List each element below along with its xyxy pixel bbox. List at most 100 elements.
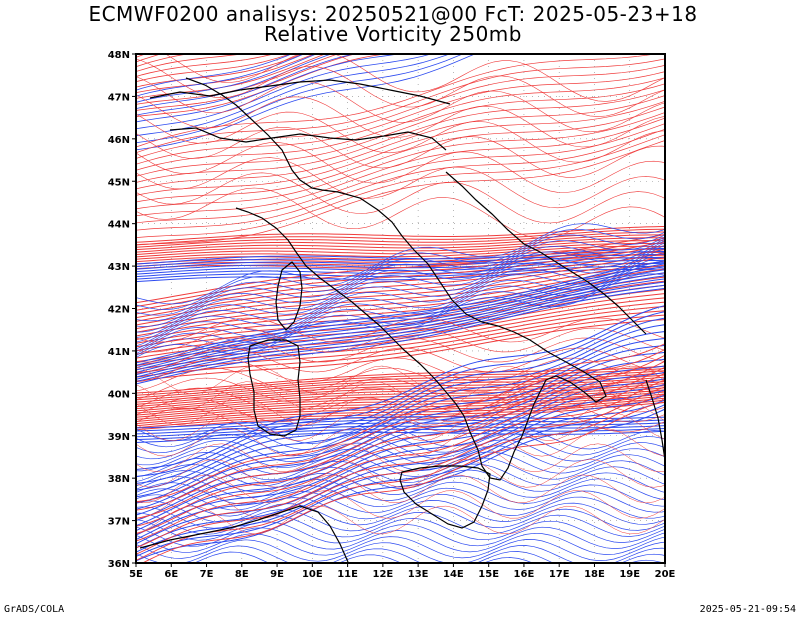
negative-vorticity-contour	[136, 433, 665, 462]
positive-vorticity-contour	[136, 54, 657, 148]
lon-tick-label: 13E	[408, 569, 429, 580]
negative-vorticity-contour	[136, 54, 401, 123]
negative-vorticity-contour	[136, 526, 665, 555]
positive-vorticity-contour	[136, 157, 665, 209]
lon-tick-label: 6E	[164, 569, 178, 580]
positive-vorticity-contour	[136, 459, 665, 488]
lon-tick-label: 20E	[655, 569, 676, 580]
lat-tick-label: 45N	[108, 177, 130, 188]
positive-vorticity-contour	[136, 89, 665, 183]
footer-credit: GrADS/COLA	[4, 604, 65, 615]
negative-vorticity-contour	[136, 223, 665, 305]
negative-vorticity-contour	[136, 371, 665, 532]
lat-tick-label: 44N	[108, 220, 130, 231]
lon-tick-label: 18E	[584, 569, 605, 580]
negative-vorticity-contour	[136, 533, 665, 561]
negative-vorticity-contour	[136, 331, 665, 498]
positive-vorticity-contour	[136, 54, 147, 58]
positive-vorticity-contour	[136, 111, 665, 163]
positive-vorticity-contour	[136, 54, 389, 117]
positive-vorticity-contour	[136, 234, 665, 251]
positive-vorticity-contour	[136, 397, 665, 427]
positive-vorticity-contour	[136, 276, 665, 344]
map-subtitle: Relative Vorticity 250mb	[264, 22, 522, 46]
negative-vorticity-contour	[136, 427, 665, 456]
positive-vorticity-contour	[136, 399, 665, 429]
positive-vorticity-contour	[136, 225, 665, 243]
positive-vorticity-contour	[136, 128, 665, 231]
negative-vorticity-contour	[136, 344, 665, 510]
lon-tick-label: 8E	[235, 569, 249, 580]
negative-vorticity-contour	[136, 512, 665, 543]
positive-vorticity-contour	[136, 347, 665, 373]
negative-vorticity-contour	[136, 251, 665, 268]
positive-vorticity-contour	[136, 490, 665, 519]
positive-vorticity-contour	[136, 327, 665, 353]
negative-vorticity-contour	[136, 54, 305, 97]
positive-vorticity-contour	[136, 395, 665, 425]
positive-vorticity-contour	[136, 252, 665, 322]
north-border	[149, 79, 451, 105]
negative-vorticity-contour	[136, 430, 665, 444]
positive-vorticity-contour	[136, 389, 665, 418]
positive-vorticity-contour	[136, 337, 665, 363]
positive-vorticity-contour	[136, 112, 665, 210]
lon-tick-label: 19E	[619, 569, 640, 580]
positive-vorticity-contour	[136, 95, 665, 190]
negative-vorticity-contour	[136, 482, 665, 513]
positive-vorticity-contour	[136, 77, 665, 171]
negative-vorticity-contour	[136, 240, 665, 333]
positive-vorticity-contour	[136, 237, 665, 308]
positive-vorticity-contour	[136, 100, 665, 196]
positive-vorticity-contour	[136, 386, 665, 555]
lon-tick-label: 14E	[443, 569, 464, 580]
negative-vorticity-contour	[136, 236, 665, 322]
positive-vorticity-contour	[136, 387, 665, 416]
positive-vorticity-contour	[136, 54, 316, 94]
positive-vorticity-contour	[136, 318, 665, 382]
negative-vorticity-contour	[136, 54, 318, 103]
lat-tick-label: 38N	[108, 474, 130, 485]
negative-vorticity-contour	[136, 383, 665, 541]
negative-vorticity-contour	[136, 242, 665, 338]
positive-vorticity-contour	[136, 94, 665, 148]
positive-vorticity-contour	[136, 348, 665, 511]
lat-tick-label: 48N	[108, 50, 130, 61]
positive-vorticity-contour	[136, 71, 665, 165]
negative-vorticity-contour	[136, 54, 293, 91]
adriatic-east-coast	[445, 171, 647, 335]
corsica-coastline	[275, 261, 303, 331]
negative-vorticity-contour	[136, 266, 665, 369]
negative-vorticity-contour	[136, 476, 665, 507]
latitude-tick-labels: 36N 37N 38N 39N 40N 41N 42N 43N 44N 45N 46N 47N 48N	[108, 50, 136, 570]
map-title: ECMWF0200 analisys: 20250521@00 FcT: 202…	[88, 2, 698, 26]
alps-border	[169, 127, 447, 151]
positive-vorticity-contour	[136, 260, 665, 330]
lon-tick-label: 17E	[549, 569, 570, 580]
negative-vorticity-contour	[136, 269, 665, 283]
negative-vorticity-contour	[136, 408, 665, 562]
positive-vorticity-contour	[136, 245, 665, 315]
positive-vorticity-contour	[136, 54, 304, 88]
negative-vorticity-contour	[136, 551, 665, 563]
positive-vorticity-contour	[136, 268, 665, 337]
lat-tick-label: 41N	[108, 347, 130, 358]
positive-vorticity-contour	[136, 54, 246, 72]
positive-vorticity-contour	[126, 0, 670, 52]
positive-vorticity-contour	[136, 370, 665, 399]
positive-vorticity-contour	[136, 365, 665, 394]
positive-vorticity-contour	[136, 83, 665, 177]
lat-tick-label: 46N	[108, 135, 130, 146]
lat-tick-label: 43N	[108, 262, 130, 273]
positive-vorticity-contour	[136, 372, 665, 542]
positive-vorticity-contour	[165, 54, 665, 102]
positive-vorticity-contour	[136, 393, 665, 561]
positive-vorticity-contour	[136, 366, 665, 535]
vorticity-contours	[126, 0, 670, 563]
lon-tick-label: 15E	[478, 569, 499, 580]
negative-vorticity-contour	[136, 54, 476, 151]
lon-tick-label: 12E	[372, 569, 393, 580]
positive-vorticity-contour	[136, 474, 665, 504]
negative-vorticity-contour	[136, 281, 665, 380]
positive-vorticity-contour	[136, 383, 665, 412]
